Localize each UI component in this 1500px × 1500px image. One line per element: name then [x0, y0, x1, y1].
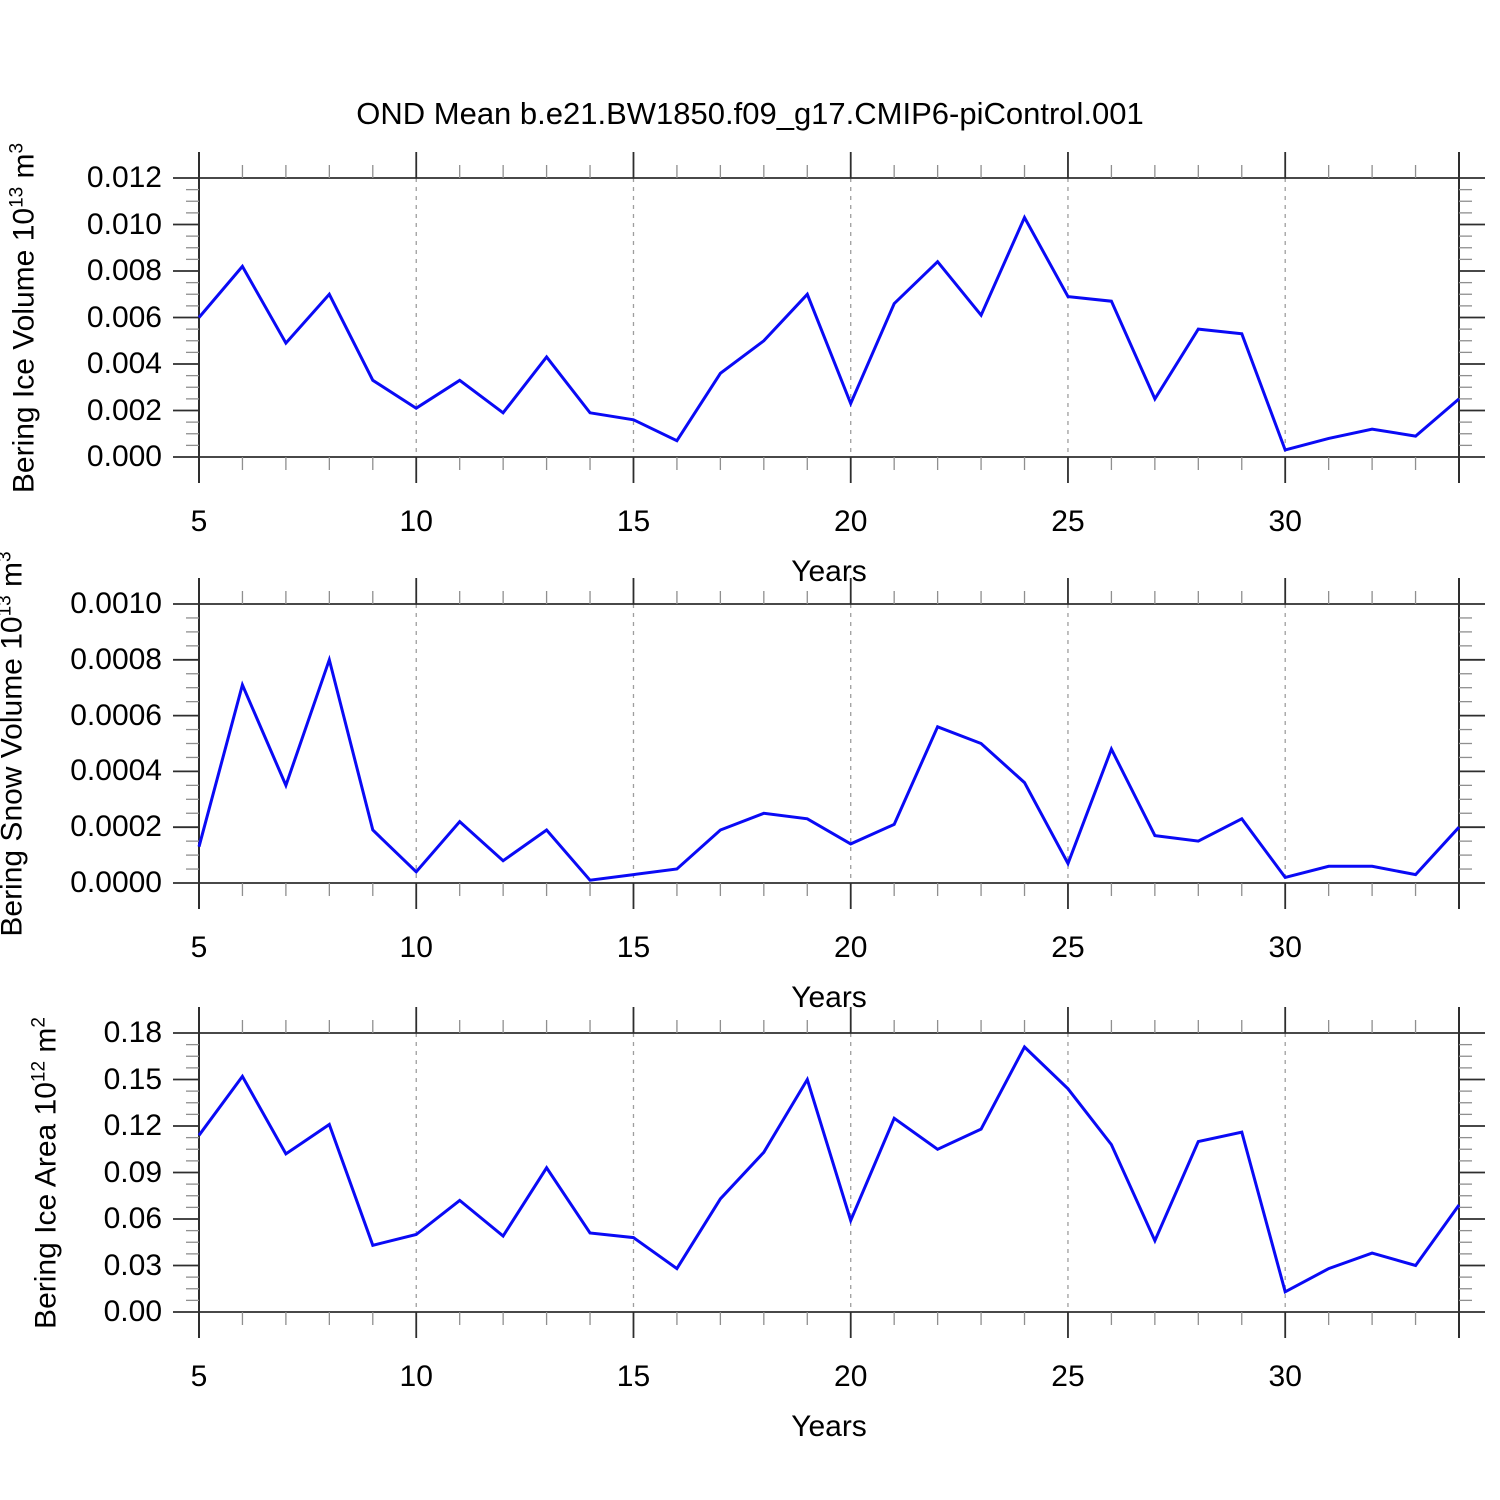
- ylabel-superscript: 13: [6, 186, 28, 208]
- y-tick-label: 0.004: [86, 347, 162, 380]
- y-tick-label: 0.006: [86, 300, 162, 334]
- bering-ice-area-xlabel: Years: [791, 1410, 867, 1443]
- x-tick-label: 15: [616, 1360, 651, 1393]
- x-tick-label: 25: [1051, 931, 1085, 964]
- x-tick-label: 20: [834, 1360, 868, 1393]
- x-tick-label: 30: [1268, 1360, 1302, 1393]
- x-tick-label: 30: [1268, 505, 1302, 538]
- bering-ice-area-ylabel: Bering Ice Area 1012 m2: [29, 1017, 64, 1329]
- y-tick-label: 0.09: [103, 1155, 162, 1189]
- ylabel-text: Bering Snow Volume 10: [0, 615, 29, 937]
- y-tick-label: 0.010: [86, 207, 162, 241]
- ylabel-text: m: [29, 1027, 63, 1061]
- y-tick-label: 0.0006: [70, 698, 162, 732]
- x-tick-label: 25: [1051, 1360, 1085, 1393]
- y-tick-label: 0.0000: [70, 866, 162, 899]
- x-tick-label: 10: [399, 1360, 433, 1393]
- y-tick-label: 0.12: [103, 1109, 162, 1142]
- y-tick-label: 0.00: [103, 1295, 162, 1328]
- bering-ice-area-line: [197, 1044, 1461, 1295]
- y-tick-label: 0.0002: [70, 810, 162, 844]
- ylabel-text: Bering Ice Area 10: [29, 1081, 63, 1329]
- y-tick-label: 0.0010: [70, 587, 162, 620]
- y-tick-label: 0.18: [103, 1016, 162, 1049]
- x-tick-label: 10: [399, 505, 433, 538]
- x-tick-label: 30: [1268, 931, 1302, 964]
- figure-title: OND Mean b.e21.BW1850.f09_g17.CMIP6-piCo…: [356, 96, 1144, 131]
- ylabel-text: Bering Ice Volume 10: [7, 207, 41, 493]
- bering-snow-volume-xlabel: Years: [791, 981, 867, 1014]
- ylabel-superscript: 2: [28, 1016, 50, 1028]
- y-tick-label: 0.06: [103, 1202, 162, 1235]
- bering-ice-volume-line: [197, 214, 1460, 452]
- y-tick-label: 0.0004: [70, 754, 162, 788]
- ylabel-text: m: [0, 561, 29, 594]
- ylabel-text: m: [7, 152, 41, 187]
- bering-ice-volume-ylabel: Bering Ice Volume 1013 m3: [7, 142, 42, 492]
- ylabel-superscript: 3: [6, 142, 28, 153]
- y-tick-label: 0.002: [86, 393, 162, 427]
- x-tick-label: 5: [190, 931, 208, 964]
- x-tick-label: 15: [616, 931, 651, 964]
- y-tick-label: 0.008: [86, 254, 162, 287]
- x-tick-label: 25: [1051, 505, 1085, 538]
- y-tick-label: 0.0008: [70, 642, 162, 676]
- y-tick-label: 0.15: [103, 1062, 162, 1096]
- x-tick-label: 5: [190, 505, 208, 538]
- x-tick-label: 20: [834, 931, 868, 964]
- bering-ice-volume-xlabel: Years: [791, 555, 867, 588]
- x-tick-label: 10: [399, 931, 433, 964]
- ylabel-superscript: 12: [28, 1060, 50, 1082]
- x-tick-label: 15: [616, 505, 651, 538]
- x-tick-label: 20: [834, 505, 868, 538]
- ylabel-superscript: 3: [0, 551, 16, 562]
- y-tick-label: 0.000: [86, 440, 162, 473]
- ylabel-superscript: 13: [0, 594, 16, 616]
- y-tick-label: 0.012: [86, 161, 162, 194]
- y-tick-label: 0.03: [103, 1248, 162, 1282]
- x-tick-label: 5: [190, 1360, 208, 1393]
- bering-snow-volume-ylabel: Bering Snow Volume 1013 m3: [0, 551, 30, 936]
- bering-snow-volume-line: [197, 654, 1461, 882]
